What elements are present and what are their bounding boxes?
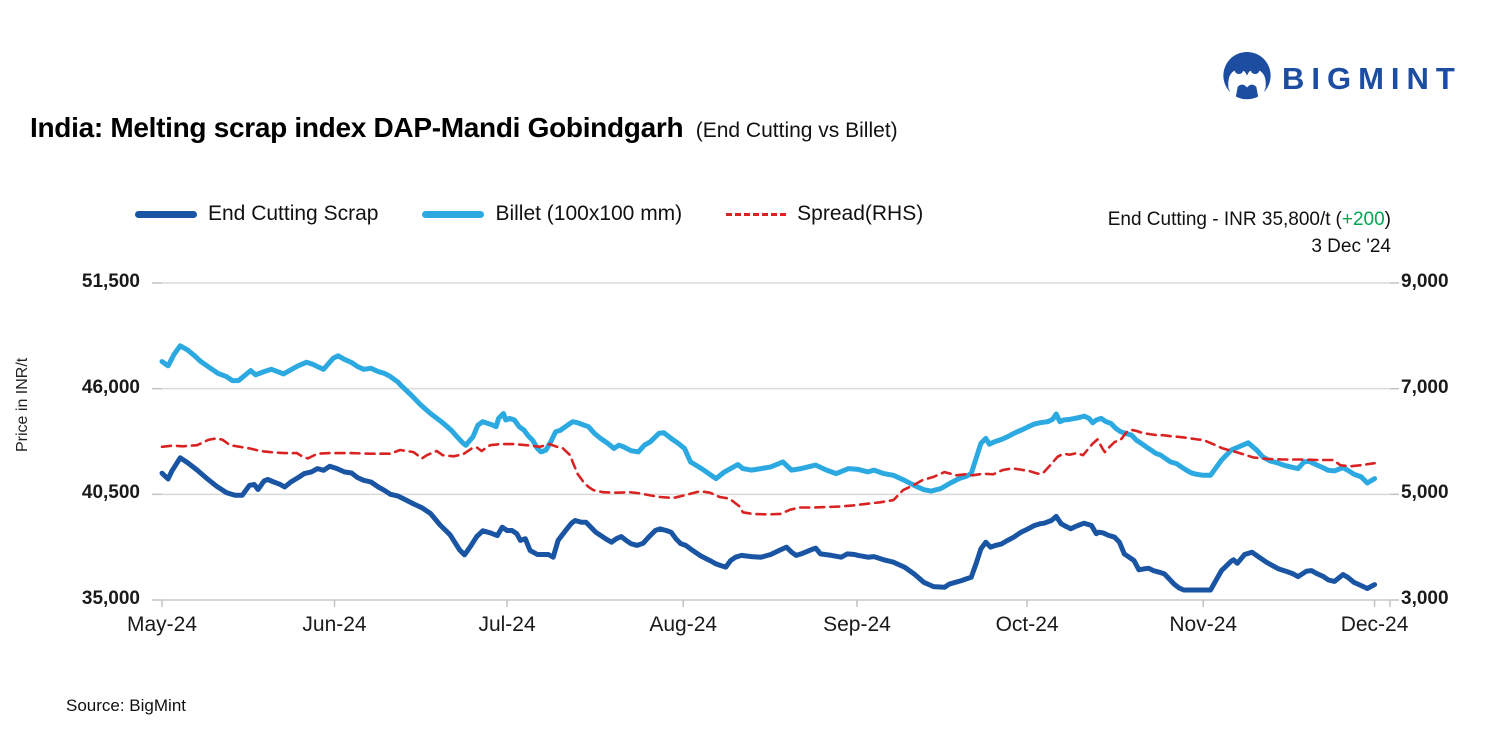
y-tick-label-right: 9,000 — [1401, 271, 1449, 292]
source-note: Source: BigMint — [66, 696, 186, 715]
chart-legend: End Cutting Scrap Billet (100x100 mm) Sp… — [135, 202, 923, 226]
y-tick-label-left: 40,500 — [81, 482, 140, 504]
x-tick-label: Jul-24 — [478, 613, 536, 636]
annotation-paren-close: ) — [1384, 209, 1391, 230]
x-tick-label: May-24 — [126, 613, 198, 636]
bigmint-logo-icon — [1223, 52, 1271, 104]
annotation-price-line: End Cutting - INR 35,800/t (+200) — [1108, 206, 1391, 233]
legend-item-end-cutting-scrap: End Cutting Scrap — [135, 202, 378, 226]
page-title: India: Melting scrap index DAP-Mandi Gob… — [30, 112, 898, 144]
legend-label: Billet (100x100 mm) — [495, 202, 683, 225]
chart-subtitle: (End Cutting vs Billet) — [695, 119, 898, 142]
x-tick-label: Oct-24 — [995, 613, 1059, 636]
y-tick-label-right: 3,000 — [1401, 588, 1449, 609]
price-annotation: End Cutting - INR 35,800/t (+200) 3 Dec '… — [1108, 206, 1391, 260]
legend-swatch-end-cutting-scrap — [135, 210, 197, 218]
bigmint-logo-text: BIGMINT — [1282, 61, 1462, 96]
legend-swatch-spread — [726, 212, 787, 216]
y-tick-label-left: 35,000 — [81, 588, 140, 609]
annotation-date: 3 Dec '24 — [1311, 236, 1391, 257]
bigmint-logo: BIGMINT — [1222, 52, 1462, 106]
legend-label: End Cutting Scrap — [208, 202, 379, 225]
legend-item-spread: Spread(RHS) — [726, 202, 923, 226]
x-tick-label: Nov-24 — [1169, 613, 1238, 636]
legend-item-billet: Billet (100x100 mm) — [422, 202, 682, 226]
chart-title: India: Melting scrap index DAP-Mandi Gob… — [30, 112, 684, 143]
series-line-billet-100x100-mm — [159, 343, 1378, 494]
x-tick-label: Sep-24 — [823, 613, 891, 636]
series-line-end-cutting-scrap — [159, 455, 1378, 593]
y-tick-label-right: 5,000 — [1401, 482, 1449, 504]
x-tick-label: Aug-24 — [649, 613, 718, 636]
y-tick-label-right: 7,000 — [1401, 376, 1449, 398]
x-tick-label: Jun-24 — [302, 613, 367, 636]
legend-swatch-billet — [422, 210, 485, 218]
series-line-spread-rhs — [160, 428, 1376, 516]
annotation-paren-open: ( — [1335, 209, 1342, 230]
annotation-change-value: +200 — [1341, 209, 1385, 230]
y-tick-label-left: 51,500 — [81, 271, 140, 292]
legend-label: Spread(RHS) — [797, 202, 924, 225]
annotation-label: End Cutting - INR 35,800/t — [1107, 209, 1331, 230]
y-tick-label-left: 46,000 — [81, 376, 140, 398]
x-tick-label: Dec-24 — [1340, 613, 1409, 636]
